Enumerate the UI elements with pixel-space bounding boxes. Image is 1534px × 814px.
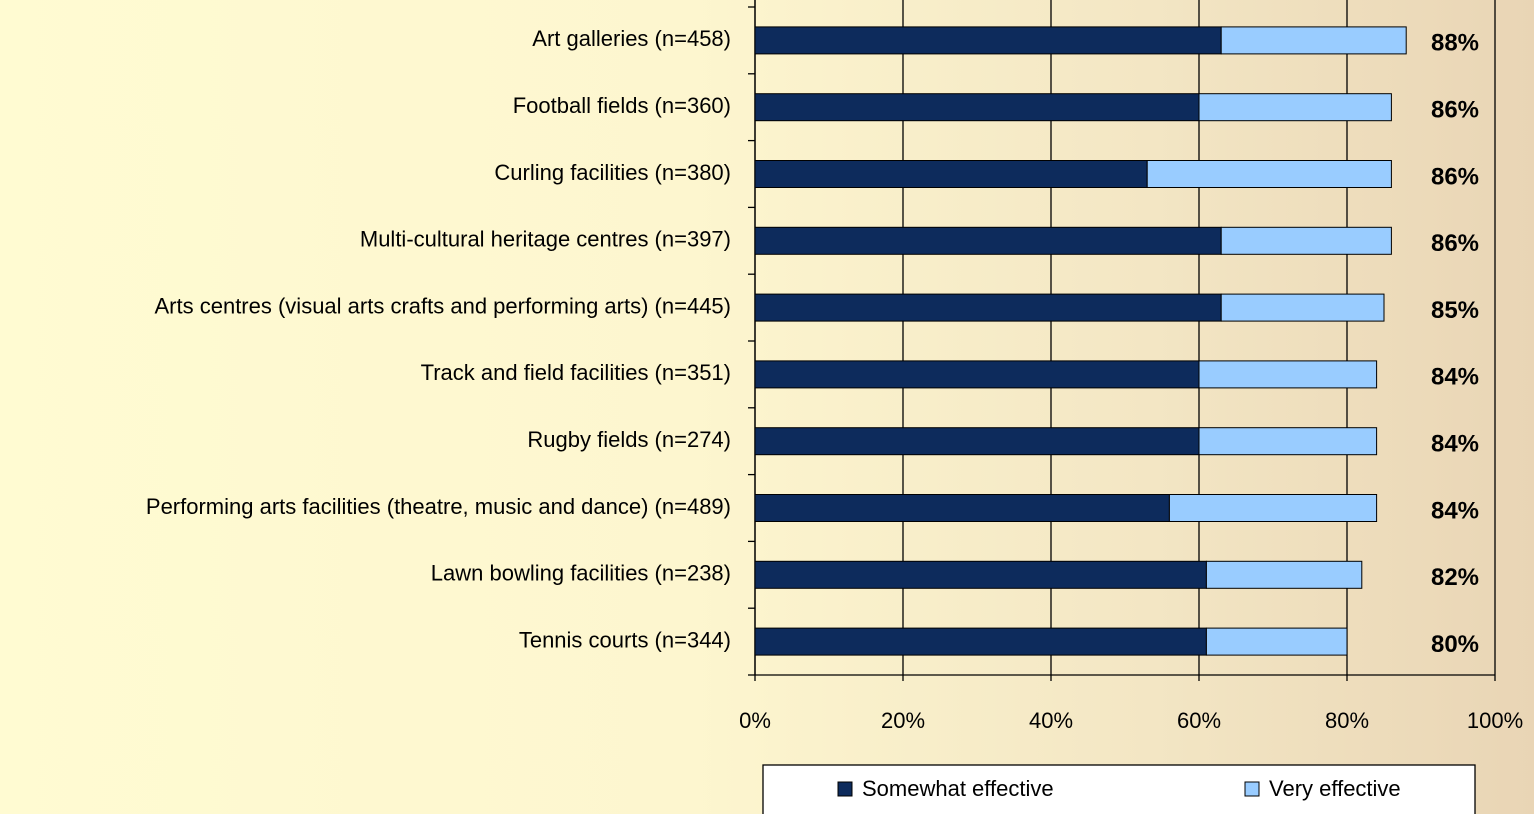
- total-label: 88%: [1431, 30, 1479, 57]
- bar-segment: [1205, 560, 1363, 589]
- bar-segment: [1205, 627, 1348, 656]
- bar-segment: [754, 293, 1222, 322]
- legend-label: Somewhat effective: [862, 776, 1054, 801]
- y-tick-label: Arts centres (visual arts crafts and per…: [155, 293, 732, 318]
- y-tick-label: Multi-cultural heritage centres (n=397): [360, 227, 731, 252]
- total-label: 86%: [1431, 163, 1479, 190]
- bar-segment: [754, 226, 1222, 255]
- y-tick-label: Tennis courts (n=344): [519, 627, 731, 652]
- bar-segment: [1220, 26, 1407, 55]
- total-label: 84%: [1431, 364, 1479, 391]
- y-tick-label: Football fields (n=360): [513, 93, 731, 118]
- y-tick-label: Lawn bowling facilities (n=238): [431, 561, 731, 586]
- x-tick-label: 60%: [1177, 708, 1221, 733]
- bar-segment: [1168, 494, 1378, 522]
- x-tick-label: 0%: [739, 708, 771, 733]
- y-tick-label: Art galleries (n=458): [532, 26, 731, 51]
- legend-swatch: [1244, 781, 1260, 797]
- total-label: 86%: [1431, 97, 1479, 124]
- total-label: 85%: [1431, 297, 1479, 324]
- bar-segment: [1198, 360, 1378, 389]
- x-tick-label: 40%: [1029, 708, 1073, 733]
- bar-segment: [754, 560, 1207, 589]
- bar-segment: [1198, 93, 1392, 122]
- y-tick-label: Curling facilities (n=380): [494, 160, 731, 185]
- total-label: 84%: [1431, 431, 1479, 458]
- bar-segment: [1220, 226, 1392, 255]
- x-tick-label: 20%: [881, 708, 925, 733]
- bar-segment: [1146, 160, 1392, 188]
- bar-segment: [754, 427, 1200, 456]
- y-tick-label: Performing arts facilities (theatre, mus…: [146, 494, 731, 519]
- legend-swatch: [837, 781, 853, 797]
- bar-segment: [1198, 427, 1378, 456]
- bar-segment: [754, 93, 1200, 122]
- legend-box: [762, 764, 1476, 814]
- total-label: 86%: [1431, 230, 1479, 257]
- x-tick-label: 80%: [1325, 708, 1369, 733]
- bar-segment: [754, 26, 1222, 55]
- bar-segment: [754, 360, 1200, 389]
- y-tick-label: Track and field facilities (n=351): [421, 360, 731, 385]
- total-label: 84%: [1431, 497, 1479, 524]
- bar-segment: [754, 494, 1170, 522]
- bar-segment: [1220, 293, 1385, 322]
- x-tick-label: 100%: [1467, 708, 1523, 733]
- bar-segment: [754, 627, 1207, 656]
- total-label: 80%: [1431, 631, 1479, 658]
- total-label: 82%: [1431, 564, 1479, 591]
- y-tick-label: Rugby fields (n=274): [527, 427, 731, 452]
- bar-segment: [754, 160, 1148, 188]
- legend-label: Very effective: [1269, 776, 1401, 801]
